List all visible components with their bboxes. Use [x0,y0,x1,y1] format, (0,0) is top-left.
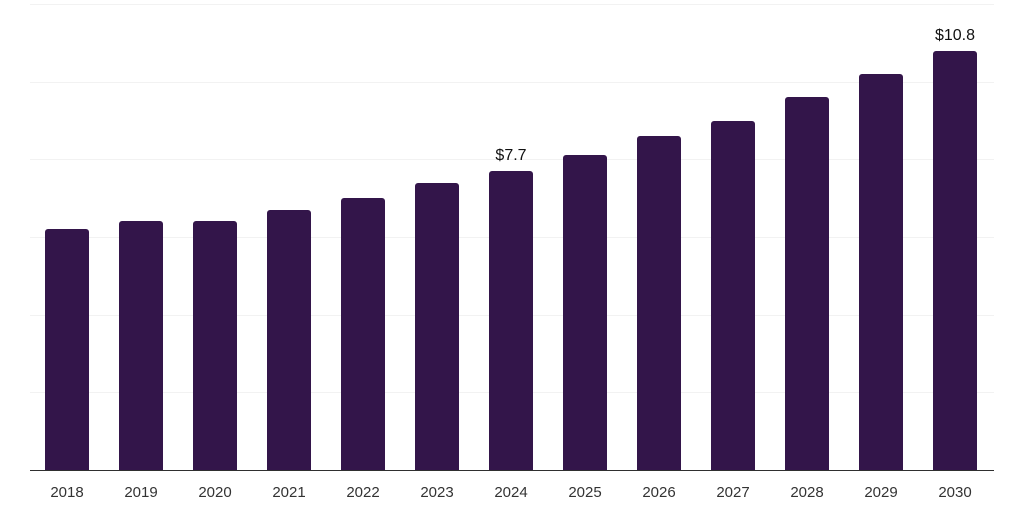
x-tick-2027: 2027 [716,484,750,501]
bar-2029 [859,73,903,470]
x-tick-2023: 2023 [420,484,454,501]
x-tick-2029: 2029 [864,484,898,501]
x-tick-2018: 2018 [50,484,84,501]
x-tick-2022: 2022 [346,484,380,501]
x-tick-2024: 2024 [494,484,528,501]
x-tick-2028: 2028 [790,484,824,501]
bar-2024 [489,170,533,470]
x-tick-2019: 2019 [124,484,158,501]
bar-2025 [563,155,607,470]
bar-2019 [119,221,163,470]
bar-2020 [193,221,237,470]
bar-2026 [637,136,681,470]
bar-2018 [45,229,89,470]
x-axis-line [30,470,994,471]
bar-2027 [711,120,755,470]
bar-2030 [933,50,977,470]
x-tick-2021: 2021 [272,484,306,501]
bar-2028 [785,97,829,470]
bar-2023 [415,182,459,470]
gridline-10 [30,81,994,83]
gridline-8 [30,159,994,161]
bar-2021 [267,209,311,470]
x-tick-2020: 2020 [198,484,232,501]
value-label-2030: $10.8 [934,26,976,44]
bar-2022 [341,198,385,470]
gridline-12 [30,4,994,5]
x-tick-2026: 2026 [642,484,676,501]
x-tick-2030: 2030 [938,484,972,501]
value-label-2024: $7.7 [495,146,527,164]
x-tick-2025: 2025 [568,484,602,501]
